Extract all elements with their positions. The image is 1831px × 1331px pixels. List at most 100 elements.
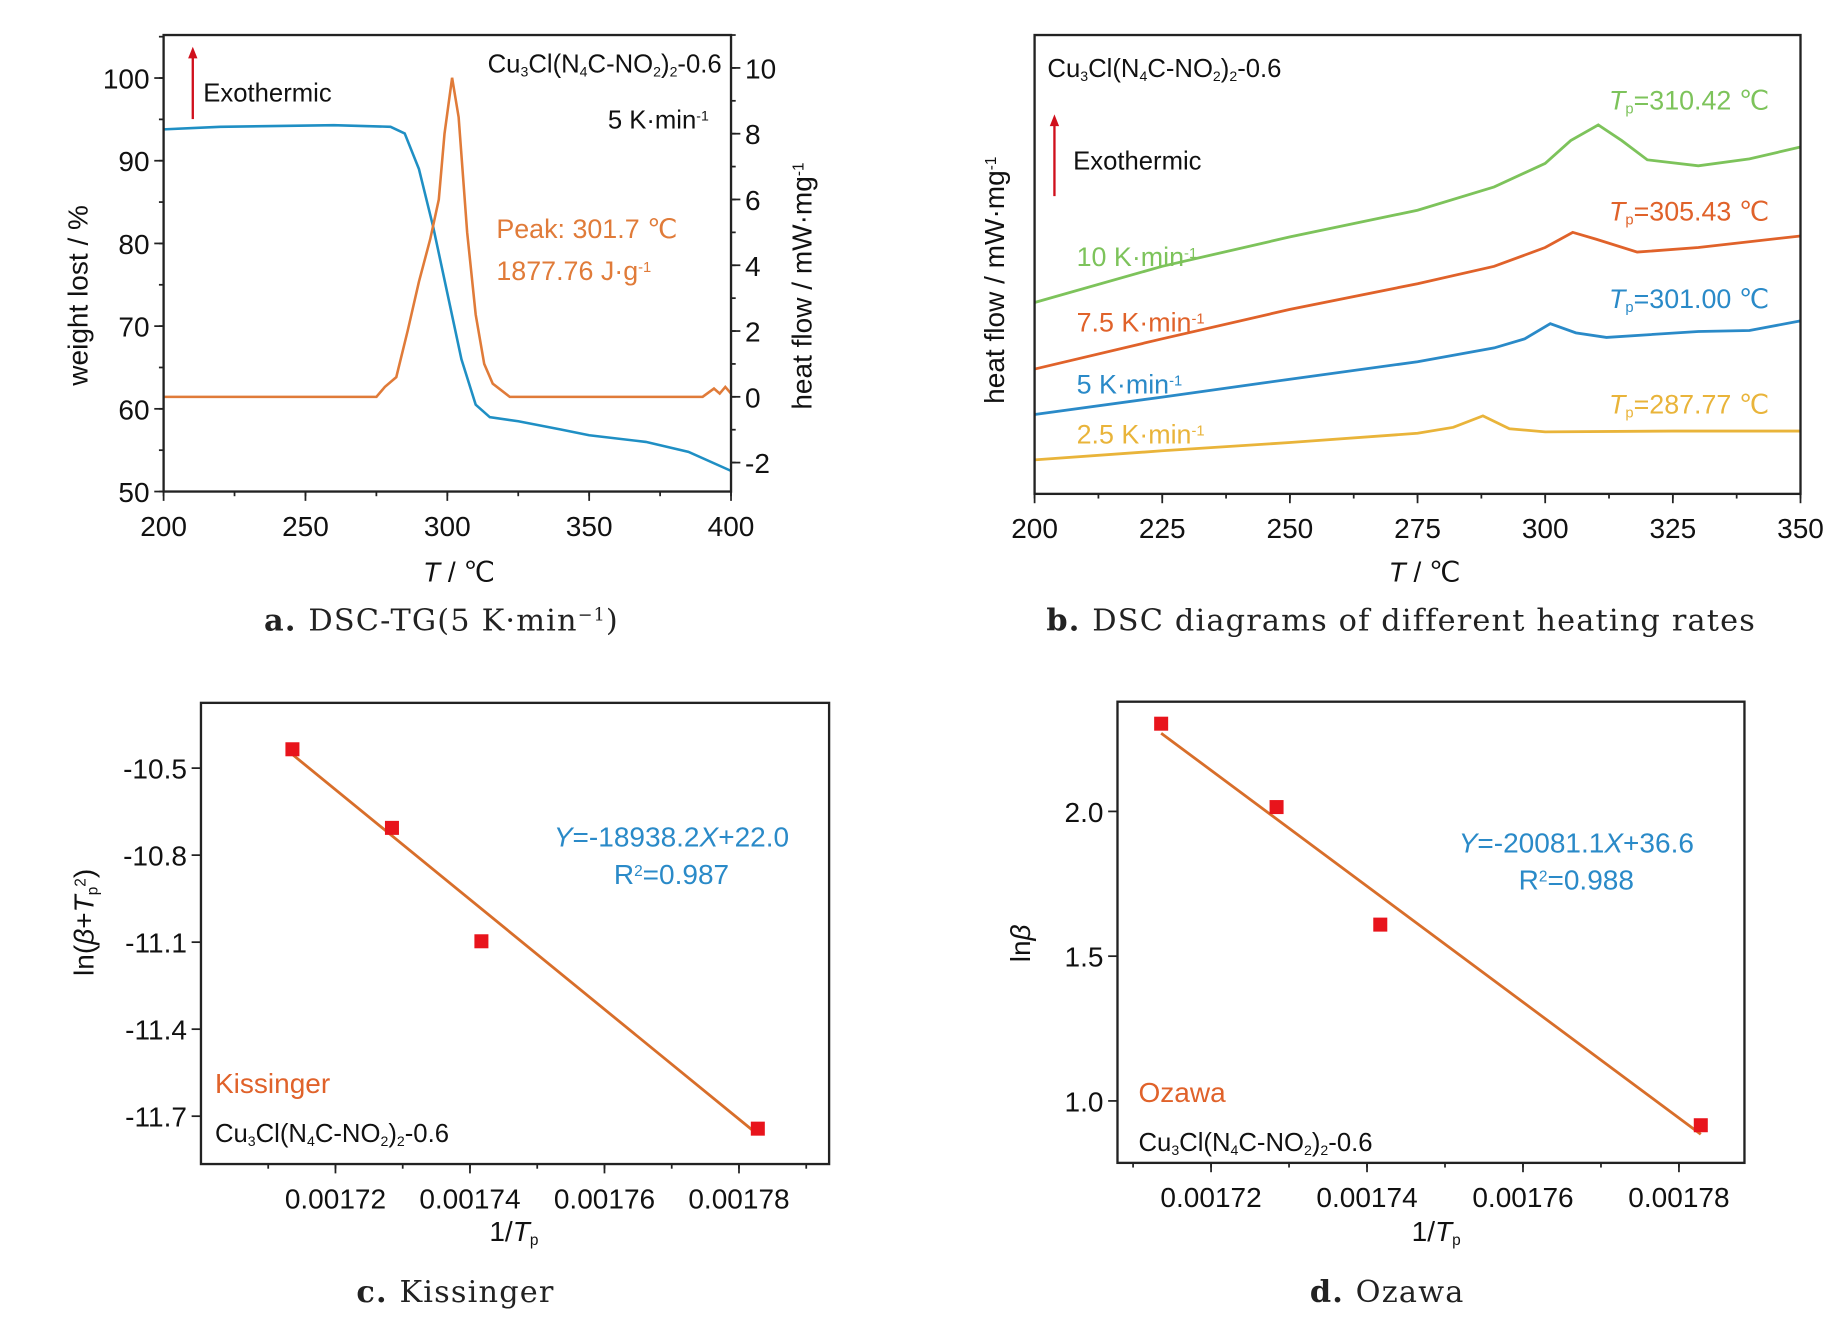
y2-axis-label: heat flow / mW·mg-1 xyxy=(787,162,818,409)
x-tick-label: 400 xyxy=(708,511,755,542)
data-point xyxy=(384,820,399,835)
y-tick-label: -10.5 xyxy=(123,754,187,785)
caption: a. DSC-TG(5 K·min−1) xyxy=(264,603,619,638)
fit-equation: Y=-20081.1X+36.6 xyxy=(1459,827,1694,858)
x-tick-label: 0.00178 xyxy=(1628,1182,1729,1213)
compound-label: Cu3Cl(N4C-NO2)2-0.6 xyxy=(488,50,722,78)
x-tick-label: 200 xyxy=(140,511,187,542)
series-label: 10 K·min-1 xyxy=(1077,242,1198,272)
data-point xyxy=(1154,716,1169,731)
x-tick-label: 0.00172 xyxy=(285,1183,386,1214)
compound-label: Cu3Cl(N4C-NO2)2-0.6 xyxy=(1047,55,1281,84)
x-tick-label: 350 xyxy=(1777,513,1824,544)
x-tick-label: 0.00174 xyxy=(1316,1182,1417,1213)
y-tick-label: -2 xyxy=(745,448,770,479)
peak-temperature-label: Tp=301.00 ℃ xyxy=(1609,284,1769,316)
r-squared: R2=0.987 xyxy=(614,859,729,890)
y-tick-label: 1.5 xyxy=(1065,942,1104,973)
peak-temperature-label: Tp=310.42 ℃ xyxy=(1609,86,1769,118)
x-tick-label: 0.00174 xyxy=(419,1183,520,1214)
method-label: Kissinger xyxy=(215,1068,330,1099)
data-point xyxy=(1269,800,1284,815)
y-axis-label: lnβ xyxy=(1005,924,1036,962)
dsc-curve xyxy=(1034,414,1801,462)
x-tick-label: 250 xyxy=(1267,513,1314,544)
plot-frame xyxy=(199,701,831,1166)
y-tick-label: 2 xyxy=(745,317,761,348)
x-tick-label: 0.00176 xyxy=(554,1183,655,1214)
y-tick-label: -11.1 xyxy=(125,928,187,959)
data-point xyxy=(285,742,300,757)
y-axis-label: weight lost / % xyxy=(63,205,94,387)
panel-d-ozawa: 0.00172 0.00174 0.00176 0.00178 1.0 1.5 2.0 lnβ… xyxy=(1005,700,1746,1310)
arrow-head-icon xyxy=(1049,114,1060,127)
data-point xyxy=(750,1121,765,1136)
x-tick-label: 300 xyxy=(424,511,471,542)
dsc-curve xyxy=(1034,123,1801,304)
y-tick-label: 10 xyxy=(745,53,776,84)
y-tick-label: 6 xyxy=(745,185,761,216)
y-axis-label: heat flow / mW·mg-1 xyxy=(979,157,1010,404)
caption: d. Ozawa xyxy=(1310,1275,1465,1310)
arrow-head-icon xyxy=(188,46,198,59)
x-tick-label: 300 xyxy=(1522,513,1569,544)
y-tick-label: 0 xyxy=(745,382,761,413)
tg-curve xyxy=(163,123,732,473)
y-tick-label: 60 xyxy=(118,394,149,425)
panel-a-dsc-tg: 200 250 300 350 400 50 60 70 80 90 100 -2 0 2 4 6 8 10 wei… xyxy=(63,33,818,638)
fit-line xyxy=(1160,732,1702,1136)
peak-temperature-label: Tp=287.77 ℃ xyxy=(1609,389,1769,421)
y-tick-label: 2.0 xyxy=(1065,797,1104,828)
exothermic-label: Exothermic xyxy=(1073,147,1202,175)
y-tick-label: 1.0 xyxy=(1065,1086,1104,1117)
panel-c-kissinger: 0.00172 0.00174 0.00176 0.00178 -10.5 -10.8 -1… xyxy=(69,701,831,1310)
x-tick-label: 350 xyxy=(566,511,613,542)
x-tick-label: 250 xyxy=(282,511,329,542)
x-axis-label: 1/Tp xyxy=(1412,1216,1461,1249)
x-tick-label: 0.00176 xyxy=(1472,1182,1573,1213)
data-point xyxy=(474,934,489,949)
y-tick-label: -11.7 xyxy=(125,1102,187,1133)
plot-frame xyxy=(1116,700,1746,1165)
data-point xyxy=(1373,917,1388,932)
x-axis-label: 1/Tp xyxy=(489,1216,538,1249)
enthalpy-label: 1877.76 J·g-1 xyxy=(496,256,651,286)
x-axis-label: T / ℃ xyxy=(1389,556,1461,587)
dsc-curve xyxy=(163,77,733,399)
x-tick-label: 0.00178 xyxy=(688,1183,789,1214)
y-tick-label: 100 xyxy=(103,64,150,95)
y-tick-label: 50 xyxy=(118,477,149,508)
peak-temperature-label: Tp=305.43 ℃ xyxy=(1609,197,1769,229)
data-point xyxy=(1693,1118,1708,1133)
dsc-curve xyxy=(1034,230,1801,371)
y-tick-label: -10.8 xyxy=(123,841,187,872)
y-axis-label: ln(β+Tp2) xyxy=(69,869,102,976)
y-tick-label: 8 xyxy=(745,119,761,150)
x-axis-label: T / ℃ xyxy=(423,556,495,587)
heating-rate-label: 5 K·min-1 xyxy=(608,106,709,134)
x-tick-label: 225 xyxy=(1139,513,1186,544)
peak-label: Peak: 301.7 ℃ xyxy=(496,214,677,244)
dsc-curve xyxy=(1034,319,1801,416)
series-label: 7.5 K·min-1 xyxy=(1077,308,1205,338)
x-tick-label: 325 xyxy=(1649,513,1696,544)
series-label: 2.5 K·min-1 xyxy=(1077,420,1205,450)
series-label: 5 K·min-1 xyxy=(1077,369,1183,399)
y-tick-label: 4 xyxy=(745,251,761,282)
fit-equation: Y=-18938.2X+22.0 xyxy=(554,821,789,852)
y-tick-label: 90 xyxy=(118,146,149,177)
x-tick-label: 200 xyxy=(1011,513,1058,544)
x-tick-label: 0.00172 xyxy=(1160,1182,1261,1213)
caption: b. DSC diagrams of different heating rat… xyxy=(1046,603,1756,638)
caption: c. Kissinger xyxy=(356,1275,554,1310)
r-squared: R2=0.988 xyxy=(1519,865,1634,896)
y-tick-label: -11.4 xyxy=(125,1015,187,1046)
y-tick-label: 70 xyxy=(118,312,149,343)
compound-label: Cu3Cl(N4C-NO2)2-0.6 xyxy=(215,1120,449,1149)
y-tick-label: 80 xyxy=(118,229,149,260)
method-label: Ozawa xyxy=(1139,1077,1227,1108)
fit-line xyxy=(291,753,759,1136)
x-tick-label: 275 xyxy=(1394,513,1441,544)
panel-b-dsc-rates: 10 K·min-1 Tp=310.42 ℃ 7.5 K·min-1 Tp=305.4… xyxy=(979,33,1824,638)
